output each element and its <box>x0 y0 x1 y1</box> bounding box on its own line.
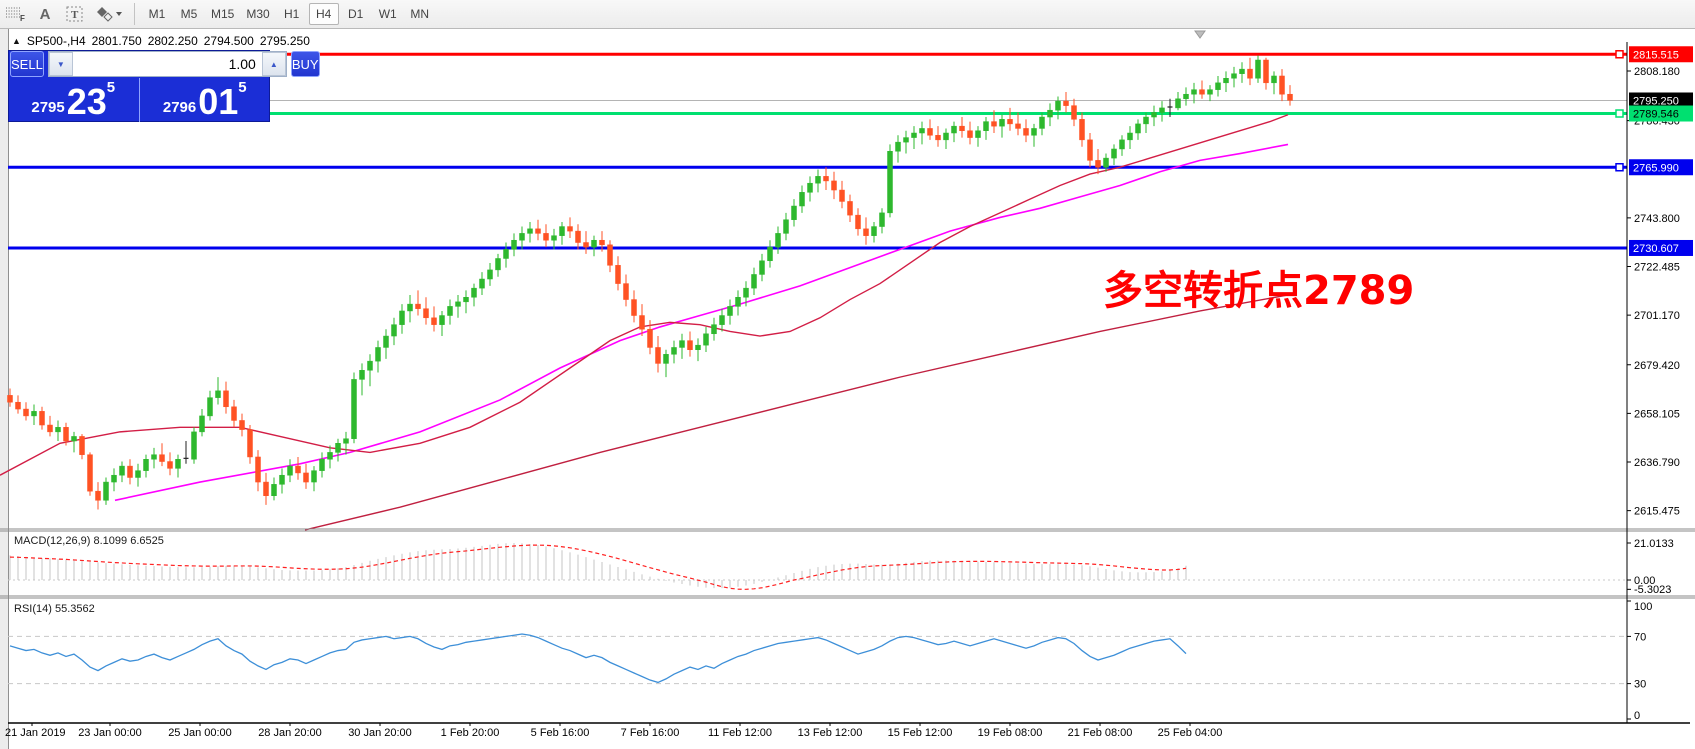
slow-ma-line <box>304 294 1289 531</box>
window-left-border <box>0 28 9 749</box>
timeframe-MN[interactable]: MN <box>405 3 435 25</box>
svg-text:70: 70 <box>1634 631 1646 643</box>
price-axis: 2808.1802786.4302743.8002722.4852701.170… <box>8 42 1693 724</box>
svg-text:30 Jan 20:00: 30 Jan 20:00 <box>348 727 412 739</box>
svg-text:25 Feb 04:00: 25 Feb 04:00 <box>1158 727 1223 739</box>
timeframe-buttons: M1 M5 M15 M30 H1 H4 D1 W1 MN <box>141 3 436 25</box>
quote-low: 2794.500 <box>203 34 254 48</box>
volume-increase-button[interactable]: ▲ <box>261 52 286 76</box>
timeframe-M1[interactable]: M1 <box>142 3 172 25</box>
rsi-panel <box>8 633 1627 685</box>
timeframe-H1[interactable]: H1 <box>277 3 307 25</box>
svg-text:1 Feb 20:00: 1 Feb 20:00 <box>441 727 500 739</box>
svg-text:0: 0 <box>1634 710 1640 722</box>
magenta-ma-line <box>114 143 1289 502</box>
svg-text:2730.607: 2730.607 <box>1633 243 1679 255</box>
timeframe-M30[interactable]: M30 <box>241 3 274 25</box>
svg-text:2808.180: 2808.180 <box>1634 66 1680 78</box>
timeframe-W1[interactable]: W1 <box>373 3 403 25</box>
volume-decrease-button[interactable]: ▼ <box>48 52 73 76</box>
text-box-icon[interactable]: T <box>62 3 88 25</box>
timeframe-D1[interactable]: D1 <box>341 3 371 25</box>
svg-text:21.0133: 21.0133 <box>1634 538 1674 550</box>
buy-price[interactable]: 2796 01 5 <box>138 78 271 122</box>
shapes-dropdown-icon[interactable] <box>92 3 126 25</box>
svg-text:25 Jan 00:00: 25 Jan 00:00 <box>168 727 232 739</box>
dotted-grid-f-icon[interactable]: F <box>2 3 28 25</box>
quote-open: 2801.750 <box>91 34 142 48</box>
svg-text:100: 100 <box>1634 601 1652 613</box>
sell-price-pips: 23 <box>66 80 107 122</box>
panel-separators <box>0 528 1695 599</box>
macd-label: MACD(12,26,9) 8.1099 6.6525 <box>14 535 164 547</box>
text-a-icon[interactable]: A <box>39 5 51 23</box>
svg-text:2615.475: 2615.475 <box>1634 506 1680 518</box>
svg-text:2722.485: 2722.485 <box>1634 262 1680 274</box>
quote-close: 2795.250 <box>259 34 310 48</box>
svg-text:28 Jan 20:00: 28 Jan 20:00 <box>258 727 322 739</box>
svg-text:F: F <box>20 14 25 22</box>
svg-text:2658.105: 2658.105 <box>1634 408 1680 420</box>
toolbar-separator <box>134 3 135 25</box>
svg-text:15 Feb 12:00: 15 Feb 12:00 <box>888 727 953 739</box>
chart-shift-marker <box>1194 30 1206 39</box>
chart-header: ▲ SP500-,H4 2801.750 2802.250 2794.500 2… <box>12 34 310 48</box>
buy-button[interactable]: BUY <box>290 51 320 77</box>
macd-panel <box>8 543 1627 590</box>
svg-text:23 Jan 00:00: 23 Jan 00:00 <box>78 727 142 739</box>
symbol-period-label: SP500-,H4 <box>26 34 86 48</box>
svg-text:0.00: 0.00 <box>1634 575 1655 587</box>
volume-spinner: ▼ ▲ <box>47 51 287 77</box>
svg-text:19 Feb 08:00: 19 Feb 08:00 <box>978 727 1043 739</box>
svg-text:2679.420: 2679.420 <box>1634 360 1680 372</box>
quote-high: 2802.250 <box>147 34 198 48</box>
sell-button[interactable]: SELL <box>10 51 44 77</box>
time-axis: 21 Jan 2019 23 Jan 00:00 25 Jan 00:00 28 Ja… <box>5 723 1222 739</box>
svg-text:11 Feb 12:00: 11 Feb 12:00 <box>708 727 772 739</box>
sell-price-point: 5 <box>106 79 116 96</box>
sell-price[interactable]: 2795 23 5 <box>8 78 139 122</box>
trade-panel-controls: SELL ▼ ▲ BUY <box>8 50 320 78</box>
timeframe-H4[interactable]: H4 <box>308 3 339 25</box>
svg-text:30: 30 <box>1634 679 1646 691</box>
collapse-trade-panel-arrow[interactable]: ▲ <box>12 36 21 46</box>
rsi-label: RSI(14) 55.3562 <box>14 603 95 615</box>
toolbar: F A T M1 M5 M15 M30 H1 H4 D1 W1 MN <box>0 0 1695 29</box>
timeframe-M5[interactable]: M5 <box>174 3 204 25</box>
svg-text:21 Jan 2019: 21 Jan 2019 <box>5 727 66 739</box>
svg-text:2795.250: 2795.250 <box>1633 95 1679 107</box>
svg-text:2743.800: 2743.800 <box>1634 213 1680 225</box>
timeframe-M15[interactable]: M15 <box>206 3 239 25</box>
svg-text:2701.170: 2701.170 <box>1634 310 1680 322</box>
svg-text:2815.515: 2815.515 <box>1633 49 1679 61</box>
svg-text:2789.546: 2789.546 <box>1633 109 1679 121</box>
svg-text:-5.3023: -5.3023 <box>1634 584 1671 596</box>
chart-annotation-text[interactable]: 多空转折点2789 <box>1103 268 1415 314</box>
candles-layer <box>7 55 1293 510</box>
one-click-trading-panel: SELL ▼ ▲ BUY 2795 23 5 2796 01 5 <box>8 50 320 122</box>
svg-text:7 Feb 16:00: 7 Feb 16:00 <box>621 727 680 739</box>
svg-text:21 Feb 08:00: 21 Feb 08:00 <box>1068 727 1133 739</box>
volume-input[interactable] <box>72 52 262 76</box>
svg-text:2636.790: 2636.790 <box>1634 457 1680 469</box>
fast-ma-line <box>0 114 1289 476</box>
buy-price-handle: 2796 <box>162 99 197 116</box>
buy-price-pips: 01 <box>198 80 239 122</box>
buy-price-point: 5 <box>238 79 247 96</box>
svg-text:5 Feb 16:00: 5 Feb 16:00 <box>531 727 590 739</box>
sell-price-handle: 2795 <box>31 99 65 116</box>
trade-panel-prices: 2795 23 5 2796 01 5 <box>8 78 270 122</box>
svg-text:2765.990: 2765.990 <box>1633 162 1679 174</box>
svg-text:13 Feb 12:00: 13 Feb 12:00 <box>798 727 863 739</box>
svg-text:T: T <box>71 9 79 21</box>
